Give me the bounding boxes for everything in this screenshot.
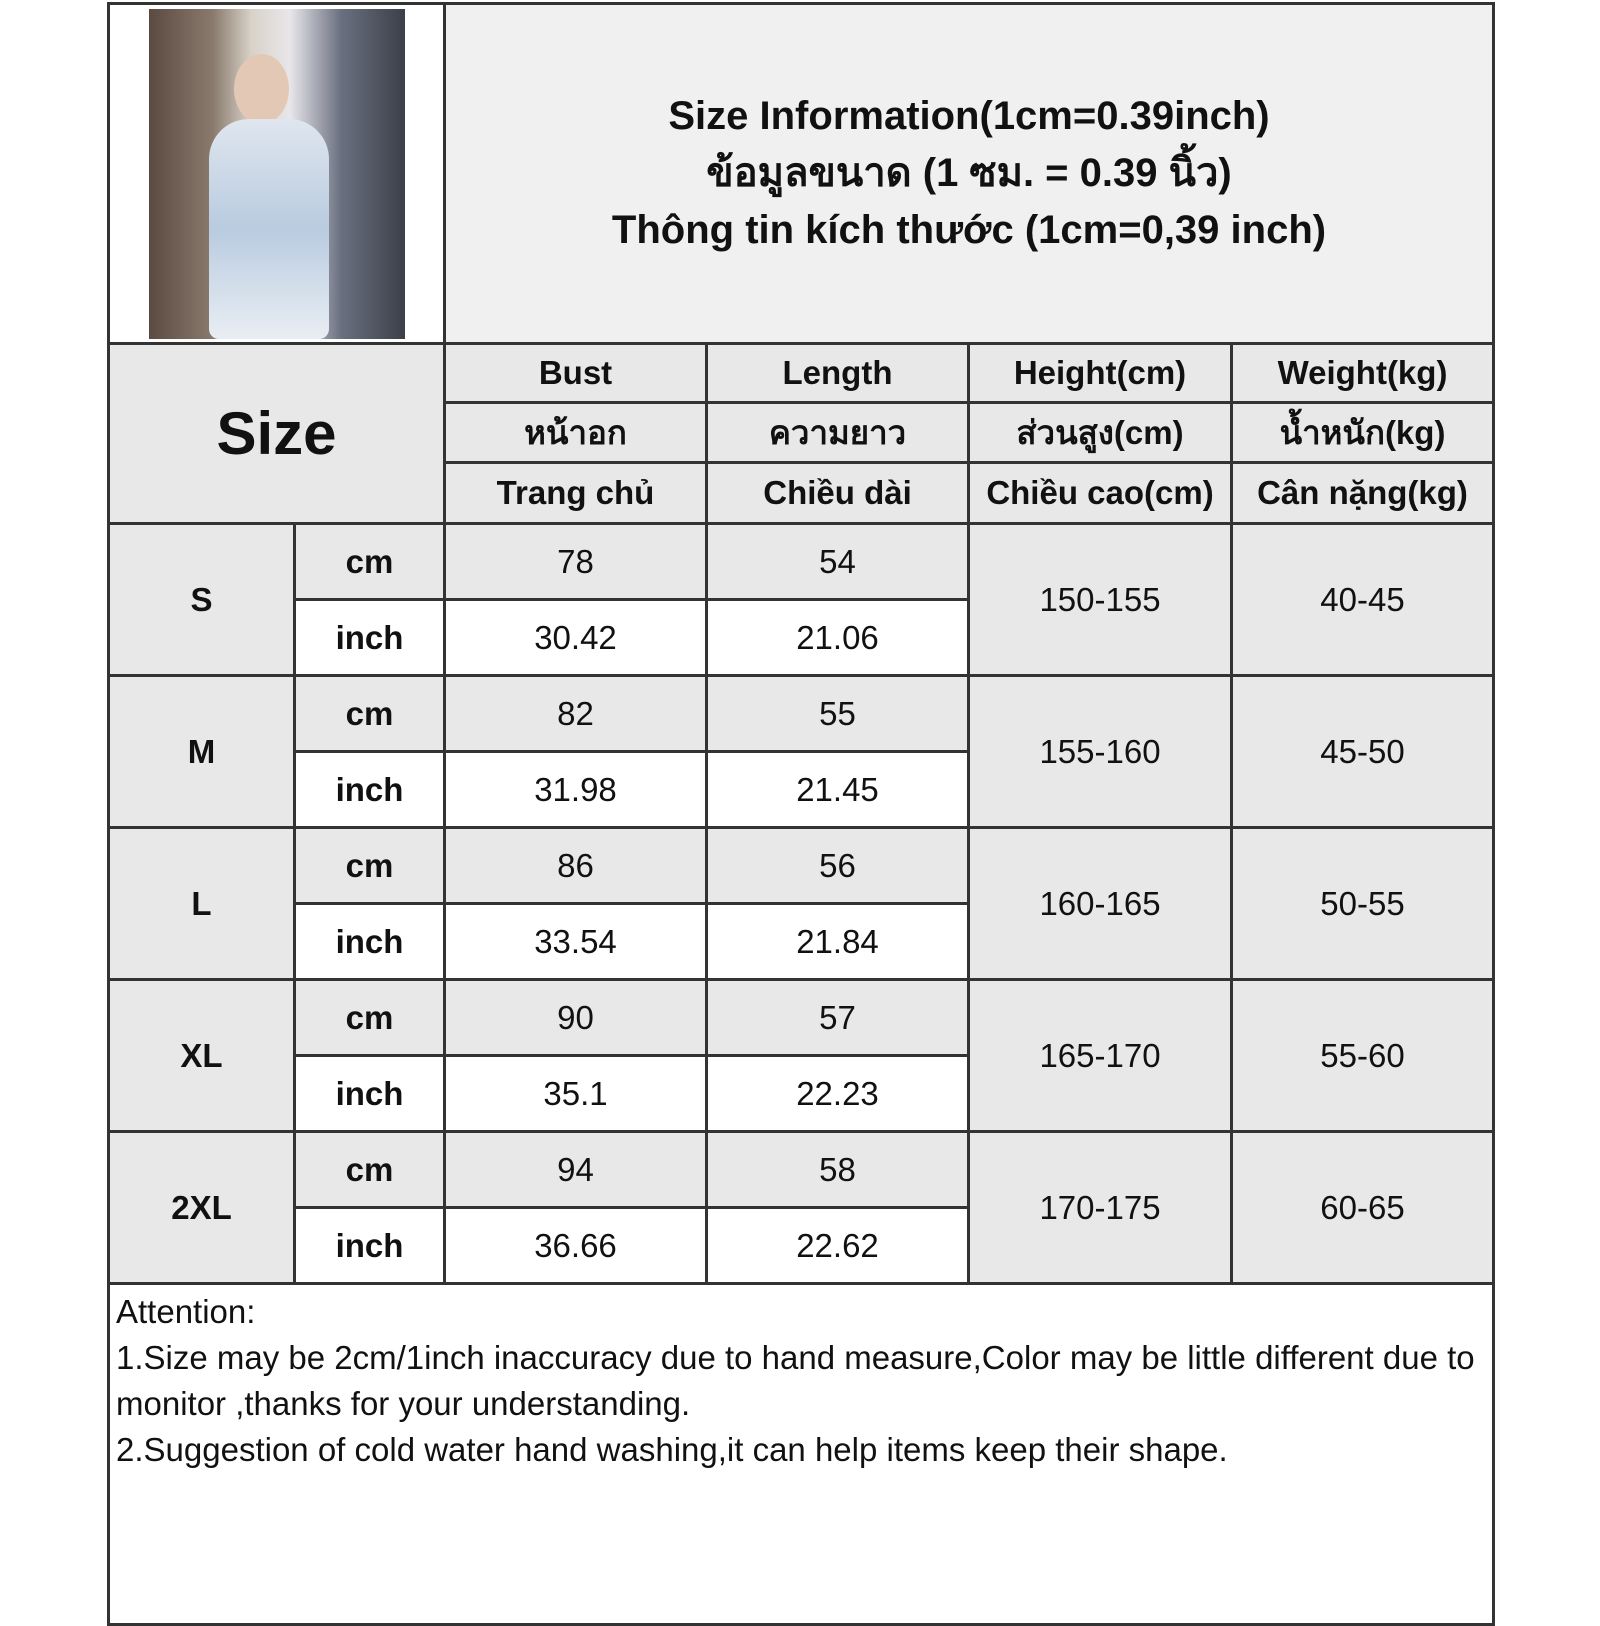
length-inch: 21.06 bbox=[705, 598, 970, 677]
table-row: inch 36.66 22.62 bbox=[109, 1206, 1494, 1285]
length-cm: 55 bbox=[705, 674, 970, 753]
unit-label: inch bbox=[293, 902, 446, 981]
column-header: Weight(kg) bbox=[1230, 342, 1495, 404]
column-header: Cân nặng(kg) bbox=[1230, 461, 1495, 525]
length-inch: 21.84 bbox=[705, 902, 970, 981]
column-header: Chiều dài bbox=[705, 461, 970, 525]
size-cell: S bbox=[107, 522, 296, 677]
column-header: น้ำหนัก(kg) bbox=[1230, 401, 1495, 464]
bust-inch: 31.98 bbox=[443, 750, 708, 829]
size-cell: 2XL bbox=[107, 1130, 296, 1285]
column-header: ความยาว bbox=[705, 401, 970, 464]
bust-inch: 36.66 bbox=[443, 1206, 708, 1285]
length-inch: 22.23 bbox=[705, 1054, 970, 1133]
table-row: inch 31.98 21.45 bbox=[109, 750, 1494, 829]
column-header: Length bbox=[705, 342, 970, 404]
height-range: 155-160 bbox=[967, 674, 1233, 829]
weight-range: 50-55 bbox=[1230, 826, 1495, 981]
unit-label: cm bbox=[293, 674, 446, 753]
size-cell: L bbox=[107, 826, 296, 981]
unit-label: cm bbox=[293, 522, 446, 601]
unit-label: inch bbox=[293, 750, 446, 829]
unit-label: cm bbox=[293, 1130, 446, 1209]
length-cm: 57 bbox=[705, 978, 970, 1057]
length-inch: 22.62 bbox=[705, 1206, 970, 1285]
unit-label: inch bbox=[293, 598, 446, 677]
weight-range: 55-60 bbox=[1230, 978, 1495, 1133]
size-chart-table: Size Information(1cm=0.39inch) ข้อมูลขนา… bbox=[107, 2, 1495, 1626]
height-range: 165-170 bbox=[967, 978, 1233, 1133]
length-cm: 58 bbox=[705, 1130, 970, 1209]
title-en: Size Information(1cm=0.39inch) bbox=[668, 94, 1270, 138]
length-cm: 56 bbox=[705, 826, 970, 905]
size-header: Size bbox=[107, 342, 446, 525]
table-row: inch 35.1 22.23 bbox=[109, 1054, 1494, 1133]
size-cell: XL bbox=[107, 978, 296, 1133]
size-cell: M bbox=[107, 674, 296, 829]
column-header: หน้าอก bbox=[443, 401, 708, 464]
column-header: ส่วนสูง(cm) bbox=[967, 401, 1233, 464]
length-inch: 21.45 bbox=[705, 750, 970, 829]
height-range: 170-175 bbox=[967, 1130, 1233, 1285]
note-1: 1.Size may be 2cm/1inch inaccuracy due t… bbox=[116, 1339, 1475, 1422]
column-header: Bust bbox=[443, 342, 708, 404]
height-range: 150-155 bbox=[967, 522, 1233, 677]
bust-cm: 86 bbox=[443, 826, 708, 905]
note-2: 2.Suggestion of cold water hand washing,… bbox=[116, 1431, 1228, 1468]
column-header: Height(cm) bbox=[967, 342, 1233, 404]
bust-cm: 78 bbox=[443, 522, 708, 601]
bust-inch: 35.1 bbox=[443, 1054, 708, 1133]
title-vi: Thông tin kích thước (1cm=0,39 inch) bbox=[611, 208, 1327, 252]
bust-cm: 82 bbox=[443, 674, 708, 753]
table-row: XL cm 90 57 165-170 55-60 bbox=[107, 978, 1495, 1133]
length-cm: 54 bbox=[705, 522, 970, 601]
attention-notes: Attention: 1.Size may be 2cm/1inch inacc… bbox=[107, 1282, 1495, 1626]
bust-inch: 30.42 bbox=[443, 598, 708, 677]
weight-range: 40-45 bbox=[1230, 522, 1495, 677]
column-header: Trang chủ bbox=[443, 461, 708, 525]
bust-inch: 33.54 bbox=[443, 902, 708, 981]
weight-range: 60-65 bbox=[1230, 1130, 1495, 1285]
unit-label: cm bbox=[293, 826, 446, 905]
bust-cm: 94 bbox=[443, 1130, 708, 1209]
height-range: 160-165 bbox=[967, 826, 1233, 981]
product-photo bbox=[107, 2, 446, 345]
unit-label: cm bbox=[293, 978, 446, 1057]
weight-range: 45-50 bbox=[1230, 674, 1495, 829]
table-row: inch 30.42 21.06 bbox=[109, 598, 1494, 677]
notes-heading: Attention: bbox=[116, 1293, 256, 1330]
title-th: ข้อมูลขนาด (1 ซม. = 0.39 นิ้ว) bbox=[706, 151, 1232, 195]
column-header: Chiều cao(cm) bbox=[967, 461, 1233, 525]
unit-label: inch bbox=[293, 1206, 446, 1285]
table-row: inch 33.54 21.84 bbox=[109, 902, 1494, 981]
table-row: 2XL cm 94 58 170-175 60-65 bbox=[107, 1130, 1495, 1285]
unit-label: inch bbox=[293, 1054, 446, 1133]
bust-cm: 90 bbox=[443, 978, 708, 1057]
title-block: Size Information(1cm=0.39inch) ข้อมูลขนา… bbox=[443, 2, 1495, 345]
